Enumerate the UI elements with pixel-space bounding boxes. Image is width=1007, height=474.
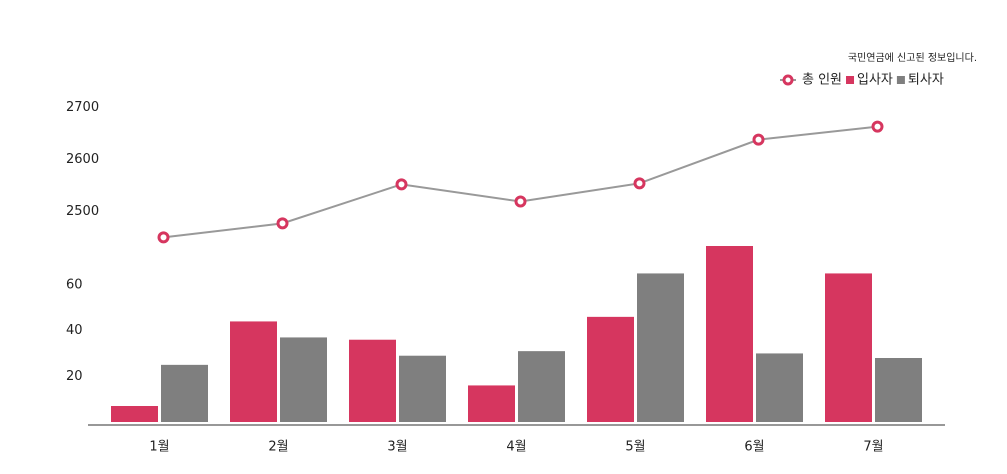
point [276,217,289,230]
point [871,120,884,133]
legend-marker [782,74,794,86]
y-tick-label: 40 [66,323,83,338]
bar [637,273,684,422]
x-tick-label: 1월 [149,440,169,455]
point [633,177,646,190]
point [752,133,765,146]
x-tick-label: 6월 [744,440,764,455]
x-tick-label: 4월 [506,440,526,455]
y-tick-label: 60 [66,277,83,292]
bar [587,316,634,422]
y2-tick-label: 2700 [66,100,99,115]
bar [756,353,803,422]
line [163,125,878,239]
bar [161,364,208,422]
x-tick-label: 2월 [268,440,288,455]
point [395,178,408,191]
legend-label: 총 인원 [802,73,842,88]
legend-label: 입사자 [857,73,893,88]
y2-tick-label: 2600 [66,152,99,167]
bar [468,385,515,422]
legend-label: 퇴사자 [908,73,944,88]
note: 국민연금에 신고된 정보입니다. [848,51,977,64]
bar [280,337,327,422]
bar [706,246,753,422]
point [514,195,527,208]
x-tick-label: 3월 [387,440,407,455]
point [157,231,170,244]
bar [230,321,277,422]
bar [825,273,872,422]
y-tick-label: 20 [66,369,83,384]
bar [349,339,396,422]
x-tick-label: 5월 [625,440,645,455]
bar [111,406,158,422]
bar [875,358,922,422]
bar [518,351,565,422]
legend-swatch [846,76,855,84]
legend-swatch [896,76,905,84]
x-tick-label: 7월 [863,440,883,455]
bar [399,355,446,422]
y2-tick-label: 2500 [66,204,99,219]
